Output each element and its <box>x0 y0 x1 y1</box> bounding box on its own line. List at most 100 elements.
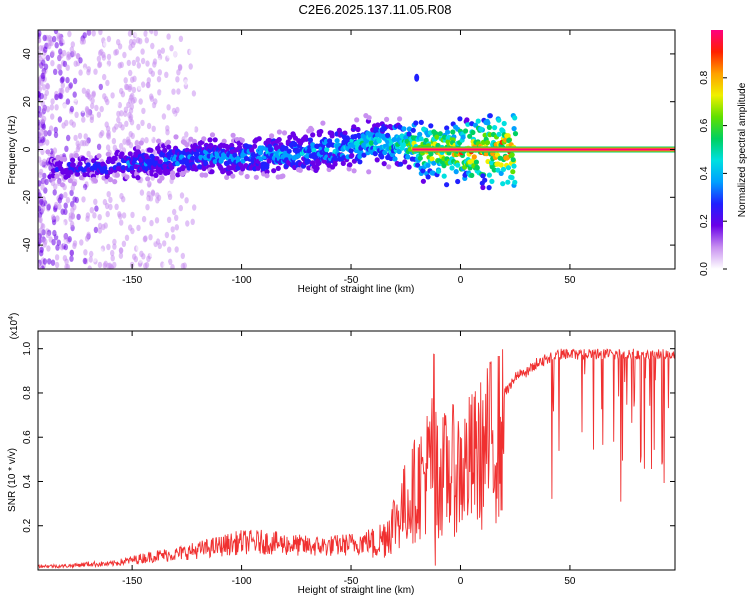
heat-cell-108 <box>195 110 200 118</box>
heat-cell-928 <box>62 156 68 162</box>
heat-cell-1062 <box>135 144 141 151</box>
heat-cell-653 <box>148 67 153 75</box>
heat-cell-2073 <box>429 156 435 162</box>
heat-cell-840 <box>180 111 186 119</box>
heat-cell-732 <box>118 252 124 259</box>
heat-cell-406 <box>82 257 88 265</box>
heat-cell-1003 <box>106 156 112 162</box>
heat-cell-671 <box>91 239 97 246</box>
spectrogram-heat-layer <box>38 30 675 269</box>
heat-cell-1699 <box>320 120 326 126</box>
heat-cell-1205 <box>175 172 181 178</box>
heat-cell-619 <box>169 45 174 52</box>
heat-cell-2275 <box>489 178 495 184</box>
heat-cell-893 <box>103 260 108 267</box>
heat-cell-2299 <box>496 131 502 137</box>
heat-cell-806 <box>38 171 43 179</box>
heat-cell-682 <box>165 125 170 132</box>
heat-cell-479 <box>91 30 96 37</box>
heat-cell-1836 <box>361 152 367 158</box>
heat-cell-880 <box>178 244 183 251</box>
heat-cell-543 <box>42 158 47 165</box>
heat-cell-884 <box>146 77 151 84</box>
heat-cell-2339 <box>506 137 512 144</box>
heat-cell-561 <box>120 91 126 98</box>
heat-cell-127 <box>128 69 133 77</box>
heat-cell-798 <box>114 100 119 108</box>
heat-cell-690 <box>46 245 51 252</box>
heat-cell-826 <box>174 224 179 231</box>
heat-cell-244 <box>170 226 175 233</box>
heat-cell-660 <box>156 57 162 65</box>
snr-scale-exponent: 4 <box>8 316 15 320</box>
heat-cell-1427 <box>240 166 246 172</box>
heat-cell-185 <box>199 83 204 90</box>
heat-cell-273 <box>38 105 42 113</box>
heat-cell-1979 <box>402 159 408 165</box>
heat-cell-624 <box>92 255 97 263</box>
heat-cell-457 <box>52 78 57 86</box>
heat-cell-694 <box>38 180 42 187</box>
heat-cell-265 <box>136 224 141 232</box>
heat-cell-1029 <box>120 165 126 171</box>
heat-cell-2357 <box>511 126 517 132</box>
heat-cell-2264 <box>486 185 492 191</box>
heat-cell-868 <box>84 105 90 113</box>
heat-cell-2243 <box>478 126 484 132</box>
heat-cell-774 <box>190 125 196 133</box>
heat-cell-557 <box>168 258 173 265</box>
heat-cell-1789 <box>347 162 353 168</box>
heat-cell-203 <box>65 98 71 105</box>
heat-cell-2146 <box>450 129 456 135</box>
heat-cell-16 <box>106 243 111 251</box>
heat-cell-2278 <box>489 160 495 166</box>
heat-cell-1395 <box>232 152 238 158</box>
heat-cell-725 <box>69 105 75 113</box>
cb-tick-label-0: 0.0 <box>699 262 710 276</box>
spectrogram-y-ticks: -40 -20 0 20 40 <box>22 48 675 252</box>
heat-cell-240 <box>90 102 95 110</box>
heat-cell-456 <box>87 265 92 269</box>
heat-cell-1562 <box>280 173 286 179</box>
heat-cell-450 <box>75 52 81 60</box>
heat-cell-1707 <box>324 147 330 153</box>
heat-cell-1064 <box>135 175 141 181</box>
heat-cell-1815 <box>355 126 361 133</box>
heat-cell-595 <box>59 193 64 200</box>
heat-cell-1824 <box>358 149 364 155</box>
heat-cell-642 <box>38 221 42 229</box>
heat-cell-753 <box>149 250 154 257</box>
heat-cell-440 <box>81 196 86 203</box>
heat-cell-228 <box>50 259 56 266</box>
heat-cell-329 <box>74 111 79 119</box>
heat-cell-1655 <box>307 137 313 143</box>
heat-cell-340 <box>182 186 187 193</box>
heat-cell-1503 <box>264 169 270 175</box>
heat-cell-1252 <box>190 155 196 161</box>
heat-cell-586 <box>38 227 43 235</box>
heat-cell-711 <box>51 214 56 221</box>
heat-cell-635 <box>153 30 158 37</box>
heat-cell-886 <box>132 253 137 260</box>
heat-cell-1769 <box>340 160 346 166</box>
heat-cell-379 <box>61 49 67 57</box>
heat-cell-2269 <box>486 124 492 130</box>
heat-cell-794 <box>65 196 71 204</box>
heat-cell-552 <box>64 263 69 269</box>
heat-cell-353 <box>57 106 63 113</box>
heat-cell-182 <box>50 60 55 67</box>
heat-cell-2058 <box>425 162 431 168</box>
heat-cell-956 <box>77 161 83 167</box>
heat-cell-2354 <box>512 115 518 121</box>
heat-cell-695 <box>46 204 51 211</box>
heat-cell-2336 <box>505 165 512 171</box>
heat-cell-1586 <box>287 134 293 140</box>
heat-cell-793 <box>190 218 195 225</box>
heat-cell-871 <box>68 113 73 120</box>
heat-cell-709 <box>96 143 102 150</box>
snr-plot-area <box>38 331 675 570</box>
heat-cell-828 <box>72 77 78 85</box>
heat-cell-590 <box>60 221 66 228</box>
heat-cell-1149 <box>159 175 165 181</box>
heat-cell-524 <box>45 231 51 238</box>
